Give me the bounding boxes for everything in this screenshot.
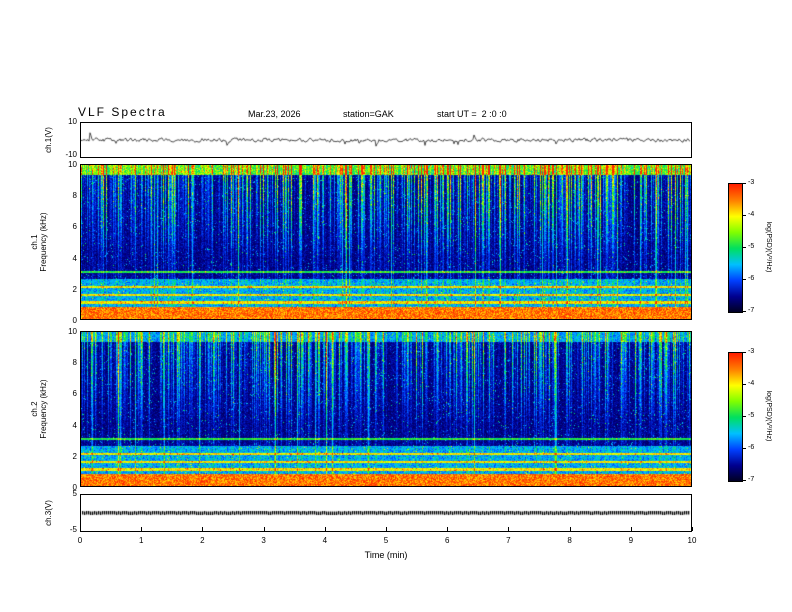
x-tick-label: 5: [374, 536, 398, 545]
colorbar-tick-mark: [743, 247, 746, 248]
ch1-spectrogram-canvas: [81, 165, 691, 319]
ch1-spectrogram-panel: [80, 164, 692, 320]
colorbar-tick-label: -6: [748, 275, 754, 282]
colorbar-tick-label: -6: [748, 444, 754, 451]
colorbar-tick-label: -4: [748, 211, 754, 218]
ch1-spec-ylabel: ch.1 Frequency (kHz): [30, 164, 48, 320]
x-tick-label: 9: [619, 536, 643, 545]
ch1-spec-channel-label: ch.1: [30, 164, 39, 320]
x-tick-label: 7: [496, 536, 520, 545]
y-tick-label: 10: [47, 160, 77, 169]
y-tick-label: 10: [47, 327, 77, 336]
ch1-spec-axis-label: Frequency (kHz): [39, 164, 48, 320]
ch2-spectrogram-canvas: [81, 332, 691, 486]
colorbar-tick-label: -7: [748, 476, 754, 483]
y-tick-label: 6: [47, 222, 77, 231]
x-tick-label: 3: [252, 536, 276, 545]
time-axis-label: Time (min): [365, 550, 408, 560]
colorbar-tick-mark: [743, 384, 746, 385]
ch2-spec-ylabel: ch.2 Frequency (kHz): [30, 331, 48, 487]
x-tick-mark: [325, 527, 326, 531]
x-tick-label: 6: [435, 536, 459, 545]
y-tick-label: -5: [47, 525, 77, 534]
y-tick-label: 2: [47, 285, 77, 294]
colorbar-tick-label: -7: [748, 307, 754, 314]
ch2-spec-axis-label: Frequency (kHz): [39, 331, 48, 487]
ch2-spectrogram-panel: [80, 331, 692, 487]
colorbar-tick-label: -3: [748, 348, 754, 355]
start-ut-label: start UT = 2 :0 :0: [437, 109, 507, 119]
ch3-trace-canvas: [81, 495, 691, 531]
y-tick-label: 8: [47, 358, 77, 367]
y-tick-label: 2: [47, 452, 77, 461]
x-tick-mark: [447, 527, 448, 531]
ch1-waveform-canvas: [81, 123, 691, 157]
x-tick-mark: [508, 527, 509, 531]
colorbar-2-label: log(PSD)(V²/Hz): [765, 352, 772, 480]
y-tick-label: 5: [47, 489, 77, 498]
y-tick-label: 10: [47, 117, 77, 126]
y-tick-label: 4: [47, 421, 77, 430]
colorbar-tick-label: -5: [748, 412, 754, 419]
colorbar-tick-label: -5: [748, 243, 754, 250]
colorbar-tick-mark: [743, 480, 746, 481]
x-tick-label: 4: [313, 536, 337, 545]
x-tick-mark: [141, 527, 142, 531]
colorbar-tick-mark: [743, 279, 746, 280]
x-tick-label: 8: [558, 536, 582, 545]
colorbar-2: [728, 352, 743, 482]
date-label: Mar.23, 2026: [248, 109, 301, 119]
x-tick-mark: [570, 527, 571, 531]
ch1-waveform-panel: [80, 122, 692, 158]
x-tick-mark: [631, 527, 632, 531]
colorbar-tick-mark: [743, 183, 746, 184]
colorbar-tick-mark: [743, 311, 746, 312]
x-tick-mark: [386, 527, 387, 531]
x-tick-mark: [692, 527, 693, 531]
y-tick-label: -10: [47, 150, 77, 159]
y-tick-label: 4: [47, 254, 77, 263]
colorbar-tick-mark: [743, 352, 746, 353]
y-tick-label: 0: [47, 316, 77, 325]
ch2-spec-channel-label: ch.2: [30, 331, 39, 487]
x-tick-mark: [264, 527, 265, 531]
station-label: station=GAK: [343, 109, 394, 119]
y-tick-label: 6: [47, 389, 77, 398]
x-tick-mark: [80, 527, 81, 531]
x-tick-label: 2: [190, 536, 214, 545]
colorbar-tick-mark: [743, 448, 746, 449]
x-tick-label: 1: [129, 536, 153, 545]
colorbar-tick-label: -4: [748, 380, 754, 387]
vlf-spectra-figure: VLF Spectra Mar.23, 2026 station=GAK sta…: [0, 0, 792, 612]
colorbar-tick-label: -3: [748, 179, 754, 186]
x-tick-label: 0: [68, 536, 92, 545]
x-tick-mark: [202, 527, 203, 531]
x-tick-label: 10: [680, 536, 704, 545]
colorbar-tick-mark: [743, 416, 746, 417]
colorbar-1: [728, 183, 743, 313]
figure-title: VLF Spectra: [78, 105, 167, 119]
colorbar-tick-mark: [743, 215, 746, 216]
colorbar-1-label: log(PSD)(V²/Hz): [765, 183, 772, 311]
y-tick-label: 8: [47, 191, 77, 200]
